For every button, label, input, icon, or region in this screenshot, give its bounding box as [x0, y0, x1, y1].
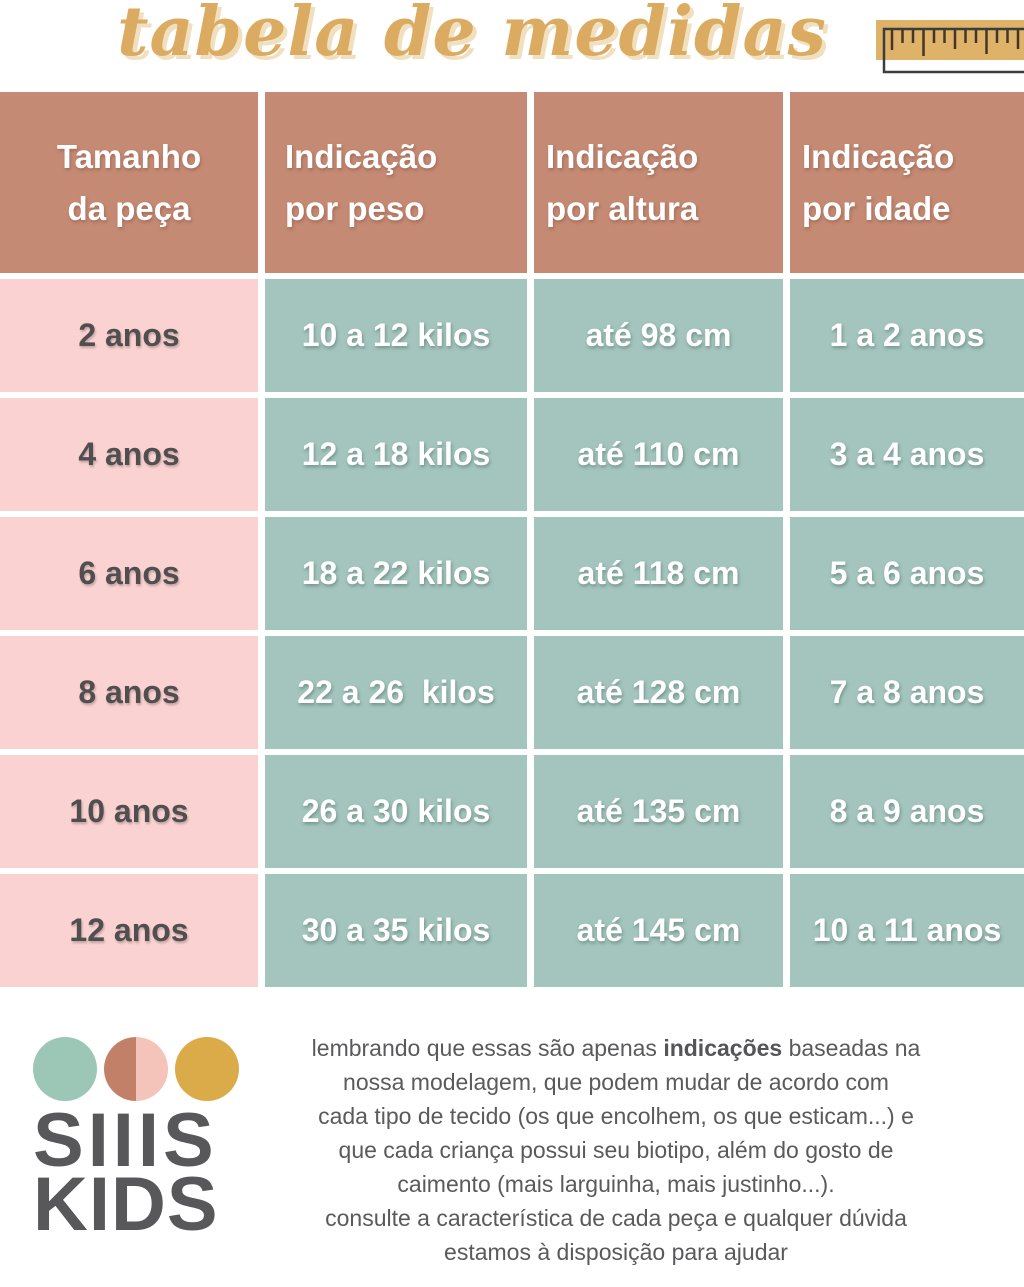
brand-logo: SIIIS KIDS	[33, 1037, 243, 1247]
table-row-4-weight: 22 a 26 kilos	[265, 636, 527, 749]
table-row-4-age: 7 a 8 anos	[790, 636, 1024, 749]
title-bar: tabela de medidas	[0, 0, 1024, 92]
header-size: Tamanho da peça	[0, 92, 258, 273]
logo-word-siiis: SIIIS	[33, 1098, 218, 1183]
size-table: Tamanho da peça Indicação por peso Indicaç…	[0, 92, 1024, 987]
disclaimer-line: lembrando que essas são apenas indicaçõe…	[311, 1035, 921, 1061]
disclaimer-line: consulte a característica de cada peça e…	[325, 1205, 907, 1231]
header-age: Indicação por idade	[790, 92, 1024, 273]
table-row-3-weight: 18 a 22 kilos	[265, 517, 527, 630]
table-row-2-weight: 12 a 18 kilos	[265, 398, 527, 511]
teal-circle-icon	[33, 1037, 97, 1101]
disclaimer-line: caimento (mais larguinha, mais justinho.…	[397, 1171, 835, 1197]
table-row-1-height: até 98 cm	[534, 279, 783, 392]
logo-wordmark: SIIIS KIDS	[33, 1098, 243, 1247]
disclaimer-line: estamos à disposição para ajudar	[444, 1239, 788, 1265]
table-row-4-height: até 128 cm	[534, 636, 783, 749]
gold-circle-icon	[175, 1037, 239, 1101]
disclaimer-line: nossa modelagem, que podem mudar de acor…	[343, 1069, 889, 1095]
table-row-3-size: 6 anos	[0, 517, 258, 630]
split-circle-icon	[104, 1037, 168, 1101]
table-row-2-size: 4 anos	[0, 398, 258, 511]
table-row-6-height: até 145 cm	[534, 874, 783, 987]
header-weight: Indicação por peso	[265, 92, 527, 273]
table-row-6-age: 10 a 11 anos	[790, 874, 1024, 987]
ruler-icon	[876, 20, 1024, 82]
table-row-4-size: 8 anos	[0, 636, 258, 749]
table-row-1-weight: 10 a 12 kilos	[265, 279, 527, 392]
header-height: Indicação por altura	[534, 92, 783, 273]
table-row-5-age: 8 a 9 anos	[790, 755, 1024, 868]
table-row-2-height: até 110 cm	[534, 398, 783, 511]
table-row-1-age: 1 a 2 anos	[790, 279, 1024, 392]
table-row-6-weight: 30 a 35 kilos	[265, 874, 527, 987]
table-row-3-height: até 118 cm	[534, 517, 783, 630]
table-row-2-age: 3 a 4 anos	[790, 398, 1024, 511]
disclaimer-text: lembrando que essas são apenas indicaçõe…	[250, 1031, 982, 1269]
table-row-5-height: até 135 cm	[534, 755, 783, 868]
disclaimer-line: que cada criança possui seu biotipo, alé…	[338, 1137, 894, 1163]
page-title: tabela de medidas	[117, 0, 827, 72]
table-row-3-age: 5 a 6 anos	[790, 517, 1024, 630]
table-row-5-size: 10 anos	[0, 755, 258, 868]
logo-dots-icon	[33, 1037, 243, 1101]
table-row-6-size: 12 anos	[0, 874, 258, 987]
table-row-5-weight: 26 a 30 kilos	[265, 755, 527, 868]
logo-word-kids: KIDS	[33, 1162, 219, 1247]
disclaimer-line: cada tipo de tecido (os que encolhem, os…	[318, 1103, 914, 1129]
table-row-1-size: 2 anos	[0, 279, 258, 392]
